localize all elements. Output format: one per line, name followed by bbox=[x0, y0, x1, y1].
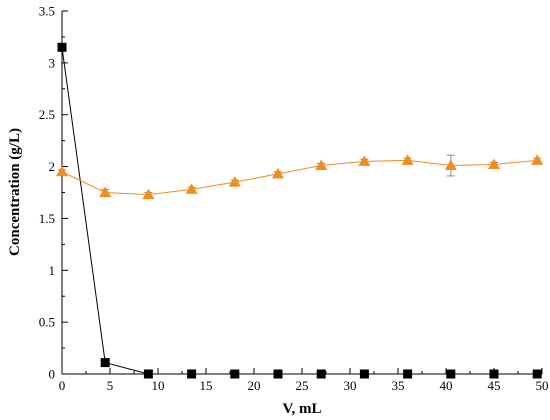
square-marker bbox=[489, 369, 499, 379]
x-tick-label: 5 bbox=[107, 378, 114, 393]
x-axis-title: V, mL bbox=[283, 401, 322, 417]
triangle-marker bbox=[185, 183, 198, 194]
square-marker bbox=[316, 369, 326, 379]
x-tick-label: 35 bbox=[392, 378, 405, 393]
y-tick-label: 1 bbox=[49, 263, 56, 278]
triangle-marker bbox=[228, 176, 241, 187]
square-marker bbox=[273, 369, 283, 379]
square-marker bbox=[359, 369, 369, 379]
square-marker bbox=[403, 369, 413, 379]
triangle-marker bbox=[99, 186, 112, 197]
triangle-marker bbox=[56, 165, 68, 177]
x-tick-label: 10 bbox=[152, 378, 165, 393]
plot-area bbox=[61, 11, 542, 375]
triangle-marker bbox=[315, 159, 328, 171]
square-marker bbox=[100, 358, 110, 368]
series-square bbox=[57, 42, 542, 379]
series-triangle bbox=[56, 154, 544, 200]
y-tick-label: 2 bbox=[49, 159, 56, 174]
triangle-marker bbox=[358, 155, 371, 166]
square-marker bbox=[187, 369, 197, 379]
y-tick-label: 1.5 bbox=[39, 211, 55, 226]
triangle-marker bbox=[142, 188, 155, 200]
y-tick-label: 3.5 bbox=[39, 4, 55, 19]
y-tick-label: 0.5 bbox=[39, 315, 55, 330]
triangle-marker bbox=[401, 154, 414, 165]
square-marker bbox=[446, 369, 456, 379]
series-line bbox=[61, 159, 538, 196]
triangle-marker bbox=[444, 159, 457, 171]
x-tick-label: 40 bbox=[440, 378, 453, 393]
triangle-marker bbox=[488, 158, 500, 169]
y-tick-label: 3 bbox=[49, 55, 56, 70]
y-ticks: 0 0.5 1 1.5 2 2.5 3 3.5 bbox=[39, 4, 68, 382]
square-marker bbox=[143, 369, 153, 379]
x-ticks: 0 5 10 15 20 25 30 35 40 45 50 bbox=[59, 368, 549, 393]
x-tick-label: 15 bbox=[200, 378, 213, 393]
x-tick-label: 30 bbox=[344, 378, 357, 393]
square-marker bbox=[57, 42, 67, 52]
y-tick-label: 2.5 bbox=[39, 107, 55, 122]
square-marker bbox=[532, 369, 542, 379]
triangle-marker bbox=[531, 154, 544, 165]
series-layer bbox=[56, 42, 544, 379]
y-tick-label: 0 bbox=[49, 367, 56, 382]
x-tick-label: 25 bbox=[296, 378, 309, 393]
triangle-marker bbox=[272, 167, 284, 179]
x-tick-label: 50 bbox=[536, 378, 549, 393]
square-marker bbox=[230, 369, 240, 379]
x-tick-label: 0 bbox=[59, 378, 66, 393]
x-tick-label: 20 bbox=[248, 378, 261, 393]
x-tick-label: 45 bbox=[488, 378, 501, 393]
y-axis-title: Concentration (g/L) bbox=[7, 128, 23, 256]
series-line bbox=[61, 47, 538, 375]
